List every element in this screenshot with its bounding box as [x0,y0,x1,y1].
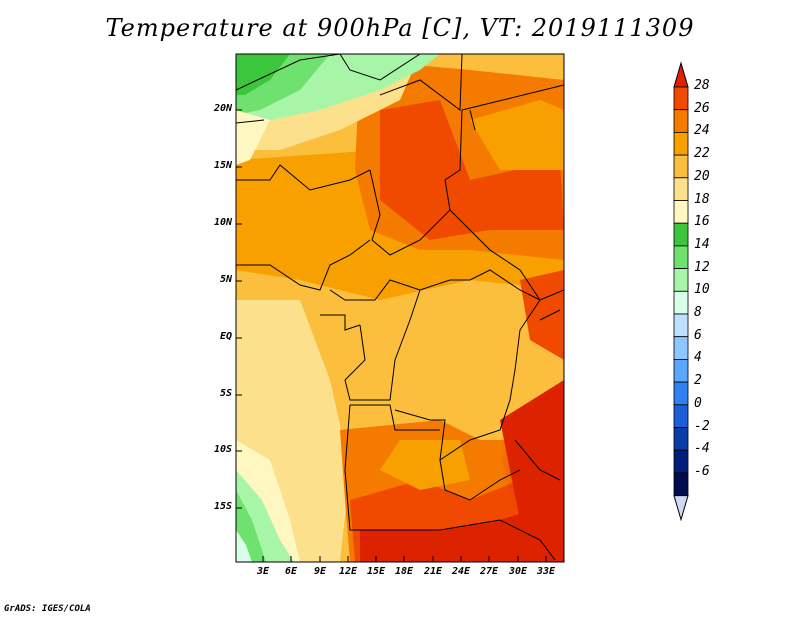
colorbar-swatch-7 [673,222,689,247]
longitude-ticks [262,556,547,562]
colorbar-label: 28 [694,78,710,93]
lon-label-9e: 9E [313,566,327,577]
colorbar-label: 16 [694,214,710,230]
colorbar-swatch-15 [673,404,689,428]
colorbar-label: 10 [694,282,710,298]
colorbar-label: 0 [694,395,702,411]
colorbar-label: 4 [694,350,702,366]
colorbar-label: -6 [694,463,710,479]
lat-label-5s: 5S [219,388,232,399]
lon-label-21e: 21E [423,566,443,577]
colorbar-swatch-9 [673,268,689,292]
lat-label-5n: 5N [219,274,232,285]
colorbar-top-arrow [673,61,689,88]
lon-label-15e: 15E [366,566,386,577]
colorbar-label: -4 [694,441,710,457]
lat-label-15s: 15S [213,501,232,512]
colorbar-label: 24 [694,123,710,139]
colorbar-label: 12 [694,259,710,275]
colorbar-swatch-1 [673,86,689,111]
credit-text: GrADS: IGES/COLA [4,604,91,614]
lon-label-12e: 12E [338,566,358,577]
colorbar-swatch-2 [673,109,689,133]
lon-label-3e: 3E [256,566,270,577]
colorbar-swatch-11 [673,313,689,338]
colorbar-swatch-16 [673,427,689,451]
latitude-ticks [236,109,242,509]
colorbar-label: 6 [694,327,702,343]
colorbar-label: 26 [694,100,710,116]
lon-label-24e: 24E [451,566,471,577]
colorbar-label: 8 [694,305,702,320]
colorbar-swatch-10 [673,290,689,315]
colorbar-swatch-13 [673,358,689,383]
colorbar-label: 22 [694,146,710,162]
chart-title: Temperature at 900hPa [C], VT: 201911130… [105,14,695,42]
colorbar-swatch-8 [673,245,689,269]
lon-label-33e: 33E [536,566,556,577]
colorbar-swatch-4 [673,154,689,179]
lon-label-30e: 30E [508,566,528,577]
colorbar-label: 2 [694,373,702,389]
colorbar-swatch-5 [673,177,689,201]
colorbar-swatch-12 [673,336,689,360]
country-borders [236,54,564,561]
lon-label-18e: 18E [394,566,414,577]
colorbar-swatch-6 [673,200,689,224]
colorbar-label: 18 [694,191,710,207]
lon-label-27e: 27E [479,566,499,577]
lat-label-20n: 20N [213,103,232,114]
colorbar-label: -2 [694,418,710,434]
temperature-field [236,54,564,562]
colorbar-label: 14 [694,236,710,252]
lon-label-6e: 6E [284,566,298,577]
colorbar-swatch-14 [673,381,689,406]
colorbar-swatch-17 [673,449,689,474]
lat-label-10s: 10S [213,444,232,455]
colorbar-bottom-arrow [673,495,689,522]
map-frame [235,53,565,563]
colorbar-swatch-18 [673,472,689,496]
lat-label-15n: 15N [213,160,232,171]
colorbar-label: 20 [694,168,710,184]
lat-label-eq: EQ [219,331,232,342]
colorbar [673,61,689,522]
colorbar-swatch-3 [673,131,689,156]
lat-label-10n: 10N [213,217,232,228]
